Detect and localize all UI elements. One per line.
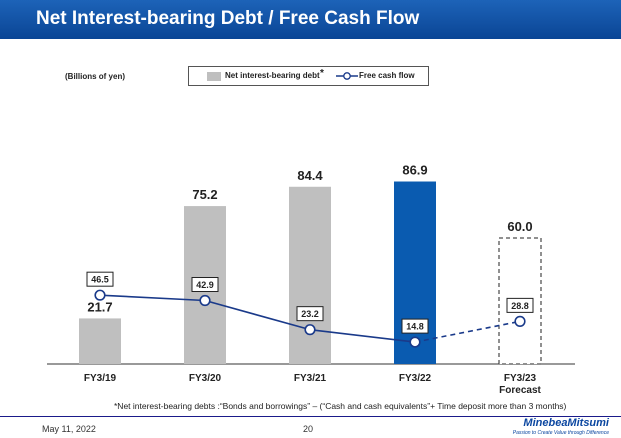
company-tagline: Passion to Create Value through Differen… [512, 430, 609, 436]
fcf-value-label: 23.2 [301, 309, 319, 319]
page-title: Net Interest-bearing Debt / Free Cash Fl… [36, 8, 420, 29]
fcf-line-segment [99, 294, 206, 302]
fcf-point [94, 289, 106, 301]
x-tick-label: FY3/19 [84, 373, 117, 384]
fcf-label-box [506, 297, 534, 313]
fcf-value-label: 46.5 [91, 275, 109, 285]
fcf-point [199, 294, 211, 307]
bar [289, 186, 331, 364]
bar-value-label: 60.0 [507, 219, 532, 234]
fcf-point [409, 336, 421, 348]
fcf-label-box [401, 318, 429, 334]
fcf-label-box [191, 277, 219, 293]
legend-line-swatch [336, 72, 358, 80]
bar-value-label: 21.7 [87, 299, 112, 314]
title-bar: Net Interest-bearing Debt / Free Cash Fl… [0, 0, 621, 39]
legend-bar-swatch [207, 72, 221, 81]
fcf-point [304, 324, 316, 336]
x-tick-label: FY3/22 [399, 373, 432, 384]
footer-divider [0, 416, 621, 417]
bar-value-label: 84.4 [297, 168, 323, 183]
x-tick-label: FY3/21 [294, 373, 327, 384]
fcf-value-label: 28.8 [511, 301, 529, 311]
fcf-line-segment [204, 299, 311, 331]
x-tick-label: FY3/23 [504, 373, 537, 384]
fcf-line-segment [309, 328, 416, 343]
page-number: 20 [303, 424, 314, 434]
legend-footnote-marker: * [320, 68, 324, 79]
legend-line-label: Free cash flow [359, 71, 415, 80]
fcf-value-label: 14.8 [406, 322, 424, 332]
bar-value-label: 75.2 [192, 187, 217, 202]
company-logo: MinebeaMitsumi [523, 417, 609, 429]
fcf-label-box [86, 271, 114, 287]
presentation-date: May 11, 2022 [42, 424, 96, 434]
footnote: *Net interest-bearing debts :“Bonds and … [114, 401, 567, 411]
fcf-value-label: 42.9 [196, 280, 214, 290]
fcf-label-box [296, 306, 324, 322]
bar [79, 318, 121, 364]
legend-bar-label: Net interest-bearing debt [225, 71, 320, 80]
chart-legend: Net interest-bearing debt * Free cash fl… [188, 66, 429, 86]
fcf-point [514, 315, 526, 327]
unit-label: (Billions of yen) [65, 72, 125, 81]
bar-value-label: 86.9 [402, 163, 427, 178]
x-tick-label: FY3/20 [189, 373, 222, 384]
x-tick-label: Forecast [499, 385, 541, 396]
